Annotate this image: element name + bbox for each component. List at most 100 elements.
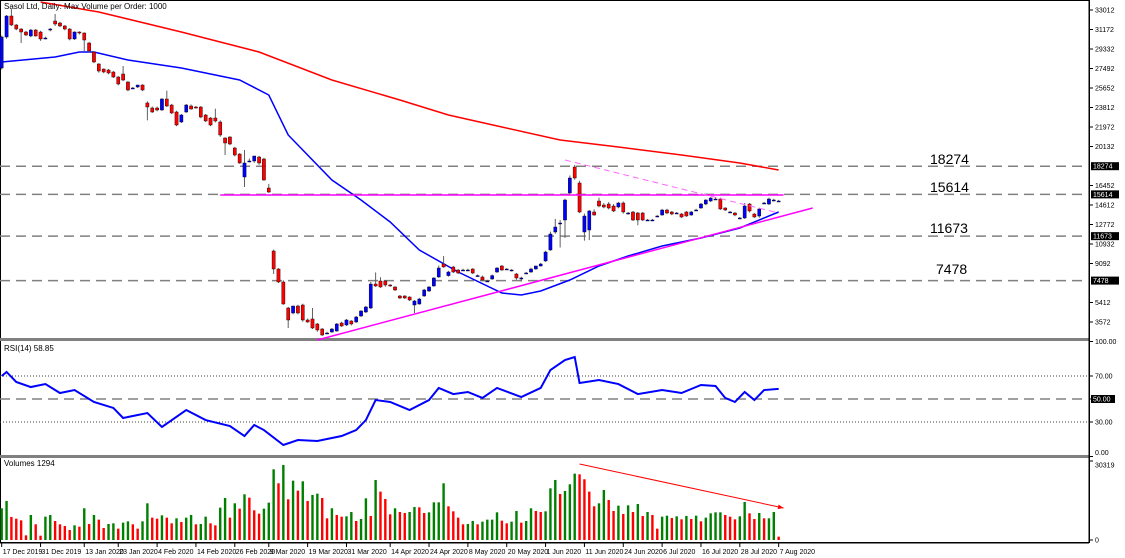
volume-bar xyxy=(529,508,533,540)
level-axis-highlight xyxy=(1091,162,1119,171)
candle xyxy=(247,158,252,163)
candle-body xyxy=(606,203,611,209)
volume-bar xyxy=(432,502,436,540)
volume-bar xyxy=(578,474,581,540)
volume-bar xyxy=(282,464,285,540)
candle xyxy=(135,84,140,89)
candle-body xyxy=(383,280,388,286)
candle xyxy=(228,136,232,146)
candle xyxy=(257,155,261,165)
candle-body xyxy=(116,76,121,85)
time-tick-label: 16 Jul 2020 xyxy=(702,549,738,556)
candle-body xyxy=(315,323,320,331)
candle xyxy=(704,199,708,206)
candle-body xyxy=(325,332,329,335)
volume-bar xyxy=(364,498,368,540)
volume-bar xyxy=(112,523,115,540)
volume-bar xyxy=(223,497,227,540)
candle xyxy=(514,272,519,280)
candle xyxy=(111,71,116,78)
volume-bar xyxy=(641,515,644,540)
volume-bar xyxy=(461,524,465,540)
volume-bar xyxy=(194,524,198,540)
candle-body xyxy=(485,280,490,283)
volume-bar xyxy=(612,510,615,540)
level-label-7478: 7478 xyxy=(936,261,968,277)
candle-body xyxy=(24,31,28,36)
candle xyxy=(19,28,23,43)
volume-bar xyxy=(233,503,236,540)
volume-bar xyxy=(607,499,610,540)
volume-bar xyxy=(442,483,445,540)
candle xyxy=(189,104,193,110)
candle-body xyxy=(330,328,334,333)
volume-bar xyxy=(374,479,377,540)
candle-body xyxy=(189,105,193,110)
time-tick-label: 20 May 2020 xyxy=(508,549,549,556)
level-axis-label: 11673 xyxy=(1093,234,1112,241)
candle xyxy=(417,297,422,305)
volume-bar xyxy=(539,511,542,540)
price-tick-label: 29332 xyxy=(1095,47,1115,54)
candle xyxy=(718,197,723,210)
candle-body xyxy=(169,104,174,114)
candle-body xyxy=(232,147,237,156)
volume-bar xyxy=(515,510,518,540)
candle-body xyxy=(752,213,757,218)
candle xyxy=(602,203,606,209)
candle-body xyxy=(14,24,19,30)
volume-bar xyxy=(34,524,37,540)
volume-bar xyxy=(636,503,640,540)
candle xyxy=(184,103,189,113)
candle xyxy=(407,296,412,302)
volume-bar xyxy=(690,518,693,540)
level-label-15614: 15614 xyxy=(930,179,969,195)
candle xyxy=(694,208,698,212)
candle-body xyxy=(359,310,363,317)
volume-bar xyxy=(743,501,746,540)
time-tick-label: 31 Mar 2020 xyxy=(347,549,386,556)
candle-body xyxy=(427,286,431,292)
candle xyxy=(150,106,155,113)
candle-body xyxy=(611,205,616,212)
rsi-tick-label: 30.00 xyxy=(1095,420,1113,427)
volume-bar xyxy=(544,511,547,540)
candle-body xyxy=(281,281,286,305)
candle xyxy=(330,328,334,333)
candle-body xyxy=(82,32,87,41)
candle xyxy=(155,106,159,112)
volume-bar xyxy=(257,513,261,540)
candle-body xyxy=(534,265,538,270)
candle xyxy=(636,212,640,226)
volume-bar xyxy=(335,514,338,540)
candle xyxy=(461,268,465,272)
volume-bar xyxy=(296,490,300,540)
candle-body xyxy=(38,31,43,40)
candle-body xyxy=(466,269,470,272)
candle-body xyxy=(592,211,596,216)
volume-bar xyxy=(78,526,81,540)
candle-body xyxy=(4,15,9,38)
volume-bar xyxy=(675,516,678,540)
candle-body xyxy=(320,328,324,336)
candle xyxy=(679,213,684,218)
candle-body xyxy=(344,319,349,326)
volume-bar xyxy=(320,497,324,540)
candle-body xyxy=(543,251,548,262)
candle xyxy=(334,322,339,332)
volume-bar xyxy=(520,522,523,540)
candle xyxy=(373,272,378,287)
volume-bar xyxy=(165,517,169,540)
candle xyxy=(616,201,621,209)
candle-body xyxy=(747,203,752,212)
volume-bar xyxy=(767,518,771,540)
candle-body xyxy=(63,25,67,30)
volume-bar xyxy=(379,491,382,540)
candle xyxy=(752,213,757,218)
candle-body xyxy=(718,198,723,210)
volume-bar xyxy=(694,515,698,540)
volume-bar xyxy=(214,525,217,540)
volume-bar xyxy=(39,535,42,540)
level-axis-highlight xyxy=(1091,232,1119,241)
